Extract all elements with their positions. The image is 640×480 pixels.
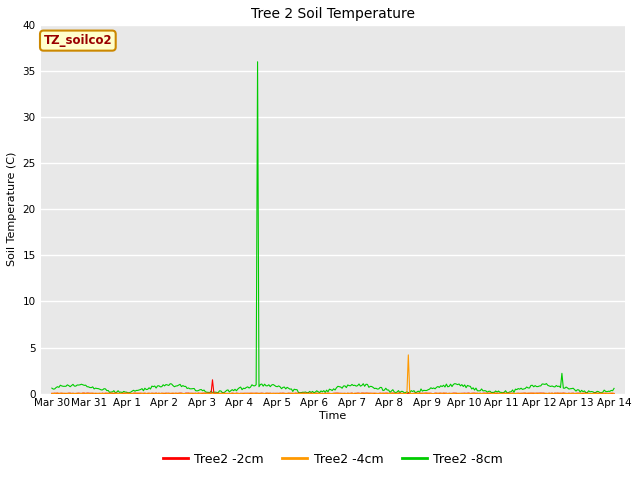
- Tree2 -4cm: [402, 391, 410, 396]
- Tree2 -4cm: [456, 391, 464, 396]
- Tree2 -2cm: [48, 391, 56, 396]
- Tree2 -4cm: [48, 391, 56, 396]
- Tree2 -4cm: [403, 390, 411, 396]
- Tree2 -8cm: [253, 59, 261, 65]
- Tree2 -8cm: [456, 383, 464, 389]
- Tree2 -2cm: [610, 391, 618, 396]
- Tree2 -8cm: [273, 384, 281, 390]
- Y-axis label: Soil Temperature (C): Soil Temperature (C): [7, 152, 17, 266]
- Tree2 -8cm: [111, 390, 119, 396]
- Line: Tree2 -2cm: Tree2 -2cm: [52, 380, 614, 394]
- Tree2 -8cm: [460, 384, 467, 389]
- Tree2 -2cm: [180, 391, 188, 396]
- Tree2 -8cm: [117, 389, 125, 395]
- Tree2 -4cm: [231, 391, 239, 396]
- Tree2 -2cm: [234, 390, 242, 396]
- Tree2 -2cm: [456, 391, 464, 396]
- Line: Tree2 -4cm: Tree2 -4cm: [52, 355, 614, 394]
- Tree2 -4cm: [271, 391, 278, 396]
- Title: Tree 2 Soil Temperature: Tree 2 Soil Temperature: [251, 7, 415, 21]
- Tree2 -2cm: [209, 377, 216, 383]
- Tree2 -8cm: [610, 385, 618, 391]
- Tree2 -8cm: [48, 385, 56, 391]
- Text: TZ_soilco2: TZ_soilco2: [44, 34, 112, 47]
- Line: Tree2 -8cm: Tree2 -8cm: [52, 62, 614, 393]
- Tree2 -4cm: [404, 352, 412, 358]
- Tree2 -2cm: [460, 391, 467, 396]
- Tree2 -4cm: [610, 391, 618, 396]
- X-axis label: Time: Time: [319, 411, 347, 421]
- Tree2 -2cm: [404, 390, 412, 396]
- Legend: Tree2 -2cm, Tree2 -4cm, Tree2 -8cm: Tree2 -2cm, Tree2 -4cm, Tree2 -8cm: [158, 448, 508, 471]
- Tree2 -2cm: [116, 390, 124, 396]
- Tree2 -4cm: [116, 391, 124, 396]
- Tree2 -8cm: [232, 388, 240, 394]
- Tree2 -8cm: [404, 390, 412, 396]
- Tree2 -2cm: [273, 390, 281, 396]
- Tree2 -4cm: [460, 391, 467, 396]
